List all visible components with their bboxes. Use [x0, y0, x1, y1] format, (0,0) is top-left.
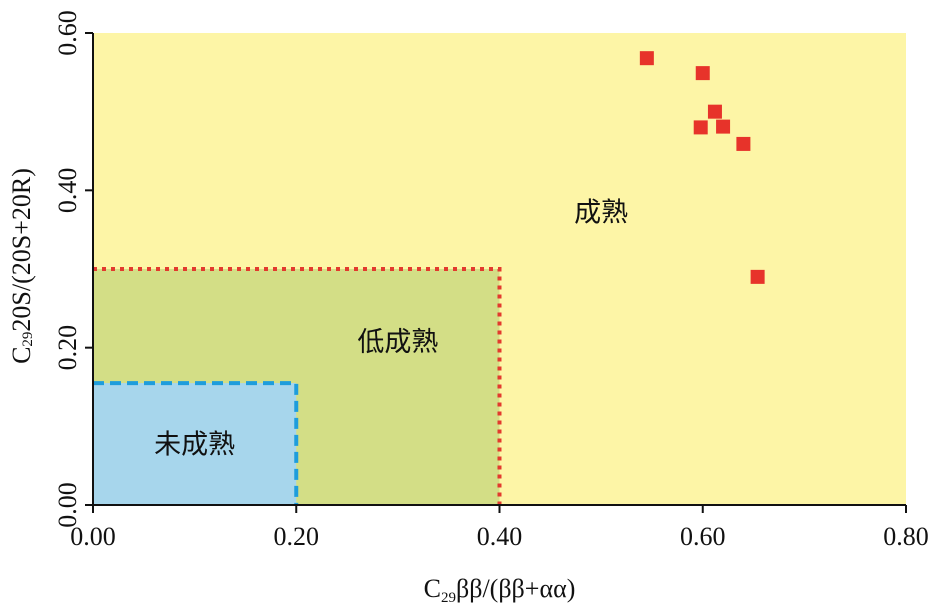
data-point — [736, 136, 751, 151]
x-tick-label-3: 0.60 — [680, 522, 726, 551]
y-tick-label-3: 0.60 — [53, 10, 82, 56]
y-tick-label-2: 0.40 — [53, 168, 82, 214]
data-point — [716, 119, 731, 134]
y-tick-label-0: 0.00 — [53, 482, 82, 528]
region-border-1 — [93, 267, 502, 505]
axis-labels: C29ββ/(ββ+αα) C2920S/(20S+20R) — [7, 168, 575, 606]
region-label-1: 低成熟 — [357, 327, 438, 358]
x-tick-label-0: 0.00 — [70, 522, 116, 551]
data-point — [639, 51, 654, 66]
data-point — [750, 269, 765, 284]
x-tick-label-1: 0.20 — [274, 522, 320, 551]
region-fill-2 — [93, 383, 297, 505]
data-point — [693, 120, 708, 135]
y-tick-label-1: 0.20 — [53, 325, 82, 371]
x-axis-label: C29ββ/(ββ+αα) — [424, 574, 576, 606]
region-label-2: 未成熟 — [154, 430, 235, 461]
axes: 0.00 0.20 0.40 0.60 0.80 0.00 0.20 0.40 0.60 — [53, 10, 929, 551]
x-tick-label-4: 0.80 — [883, 522, 929, 551]
x-tick-label-2: 0.40 — [477, 522, 523, 551]
data-point — [695, 66, 710, 81]
region-label-0: 成熟 — [574, 197, 628, 228]
y-axis-label: C2920S/(20S+20R) — [7, 168, 36, 364]
data-points — [639, 51, 765, 284]
data-point — [707, 104, 722, 119]
